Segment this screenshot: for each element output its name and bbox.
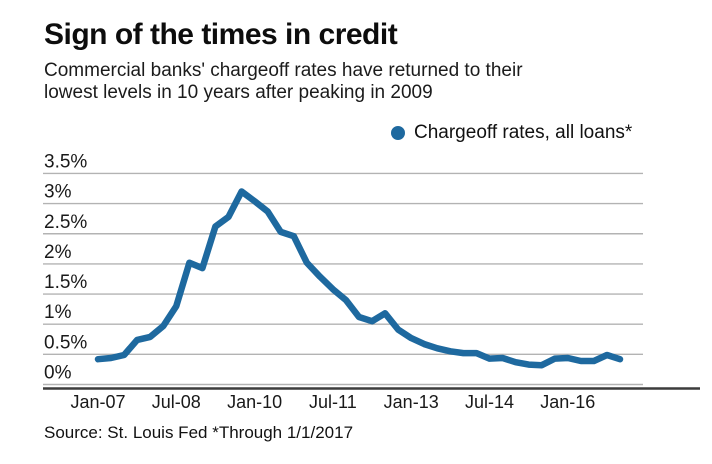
y-tick-label: 0.5% — [44, 332, 87, 353]
subtitle-line-1: Commercial banks' chargeoff rates have r… — [44, 60, 523, 81]
legend-marker-icon — [391, 126, 405, 140]
y-tick-label: 0% — [44, 363, 72, 384]
y-tick-label: 3.5% — [44, 151, 87, 172]
x-tick-label: Jan-13 — [384, 392, 439, 412]
legend-label: Chargeoff rates, all loans* — [414, 122, 633, 143]
y-tick-label: 3% — [44, 182, 72, 203]
legend: Chargeoff rates, all loans* — [391, 122, 632, 144]
chart-title: Sign of the times in credit — [44, 18, 398, 51]
y-tick-label: 2.5% — [44, 212, 87, 233]
y-tick-label: 2% — [44, 242, 72, 263]
y-tick-label: 1.5% — [44, 272, 87, 293]
x-tick-label: Jan-07 — [70, 392, 125, 412]
source-note: Source: St. Louis Fed *Through 1/1/2017 — [44, 423, 354, 442]
x-tick-label: Jul-14 — [465, 392, 514, 412]
subtitle-line-2: lowest levels in 10 years after peaking … — [44, 82, 433, 103]
chart-subtitle: Commercial banks' chargeoff rates have r… — [44, 60, 523, 104]
x-tick-label: Jan-10 — [227, 392, 282, 412]
x-tick-label: Jul-11 — [309, 392, 357, 412]
x-tick-label: Jul-08 — [152, 392, 201, 412]
chargeoff-rate-line — [94, 188, 624, 369]
y-tick-label: 1% — [44, 302, 72, 323]
x-tick-label: Jan-16 — [540, 392, 595, 412]
